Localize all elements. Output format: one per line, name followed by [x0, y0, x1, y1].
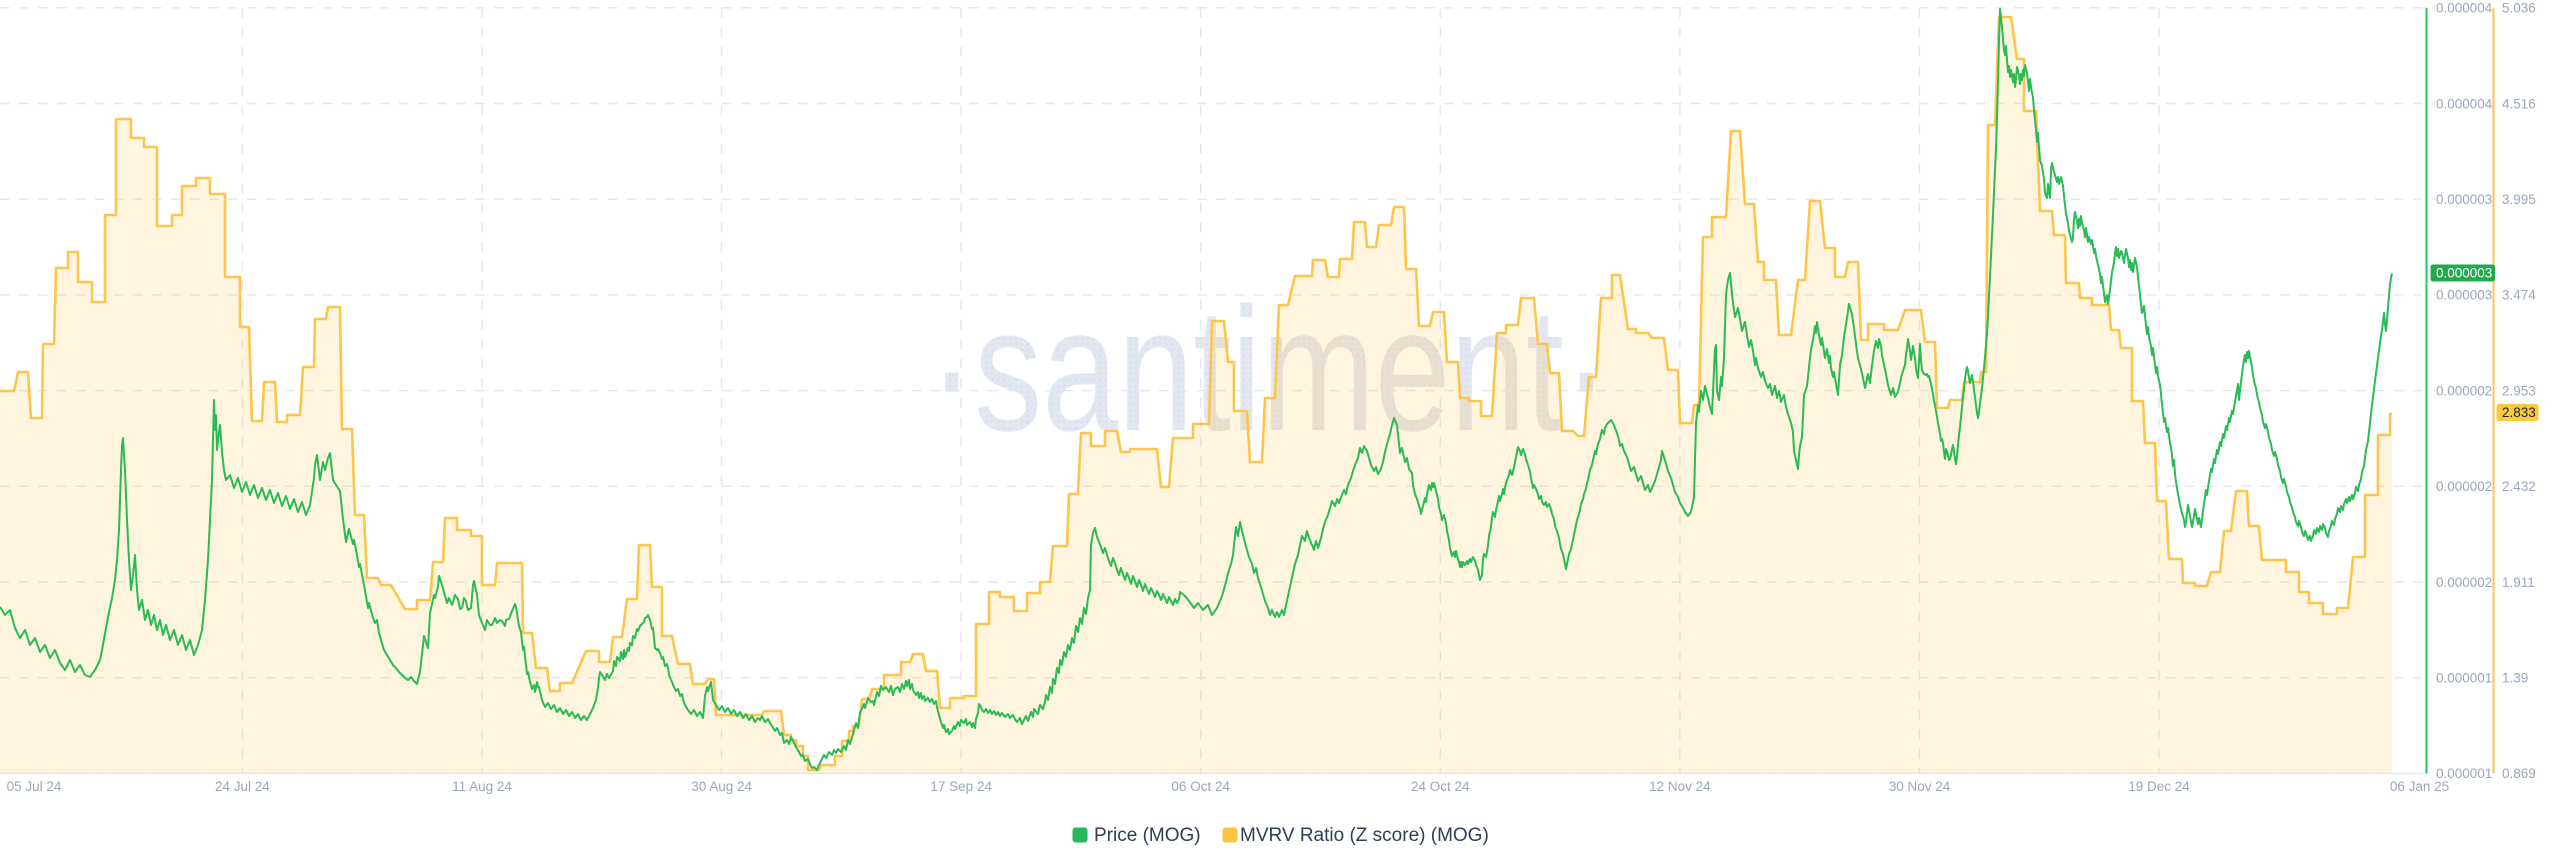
svg-text:0.000003: 0.000003 [2436, 266, 2492, 281]
svg-text:1.911: 1.911 [2502, 575, 2535, 590]
svg-text:2.432: 2.432 [2502, 479, 2536, 494]
svg-text:0.000003: 0.000003 [2436, 192, 2492, 207]
svg-text:0.000004: 0.000004 [2436, 1, 2493, 16]
svg-text:0.000004: 0.000004 [2436, 96, 2493, 111]
svg-text:5.036: 5.036 [2502, 1, 2536, 16]
svg-text:MVRV Ratio (Z score) (MOG): MVRV Ratio (Z score) (MOG) [1240, 825, 1489, 846]
svg-text:0.000003: 0.000003 [2436, 288, 2492, 303]
svg-text:17 Sep 24: 17 Sep 24 [930, 779, 992, 794]
svg-text:05 Jul 24: 05 Jul 24 [7, 779, 62, 794]
svg-text:12 Nov 24: 12 Nov 24 [1649, 779, 1711, 794]
svg-text:0.000002: 0.000002 [2436, 479, 2492, 494]
svg-text:24 Jul 24: 24 Jul 24 [215, 779, 270, 794]
svg-text:3.995: 3.995 [2502, 192, 2536, 207]
svg-text:0.000001: 0.000001 [2436, 766, 2492, 781]
svg-text:2.953: 2.953 [2502, 383, 2536, 398]
svg-text:4.516: 4.516 [2502, 96, 2536, 111]
svg-text:Price (MOG): Price (MOG) [1094, 825, 1201, 846]
svg-text:0.000002: 0.000002 [2436, 383, 2492, 398]
svg-text:24 Oct 24: 24 Oct 24 [1411, 779, 1470, 794]
svg-text:0.000001: 0.000001 [2436, 671, 2492, 686]
svg-text:0.000002: 0.000002 [2436, 575, 2492, 590]
svg-text:06 Oct 24: 06 Oct 24 [1171, 779, 1230, 794]
svg-text:30 Aug 24: 30 Aug 24 [691, 779, 752, 794]
svg-text:3.474: 3.474 [2502, 288, 2536, 303]
svg-text:2.833: 2.833 [2502, 405, 2536, 420]
svg-text:1.39: 1.39 [2502, 671, 2528, 686]
svg-text:30 Nov 24: 30 Nov 24 [1889, 779, 1951, 794]
svg-text:19 Dec 24: 19 Dec 24 [2128, 779, 2190, 794]
svg-text:11 Aug 24: 11 Aug 24 [452, 779, 512, 794]
svg-text:0.869: 0.869 [2502, 766, 2536, 781]
svg-text:06 Jan 25: 06 Jan 25 [2390, 779, 2449, 794]
